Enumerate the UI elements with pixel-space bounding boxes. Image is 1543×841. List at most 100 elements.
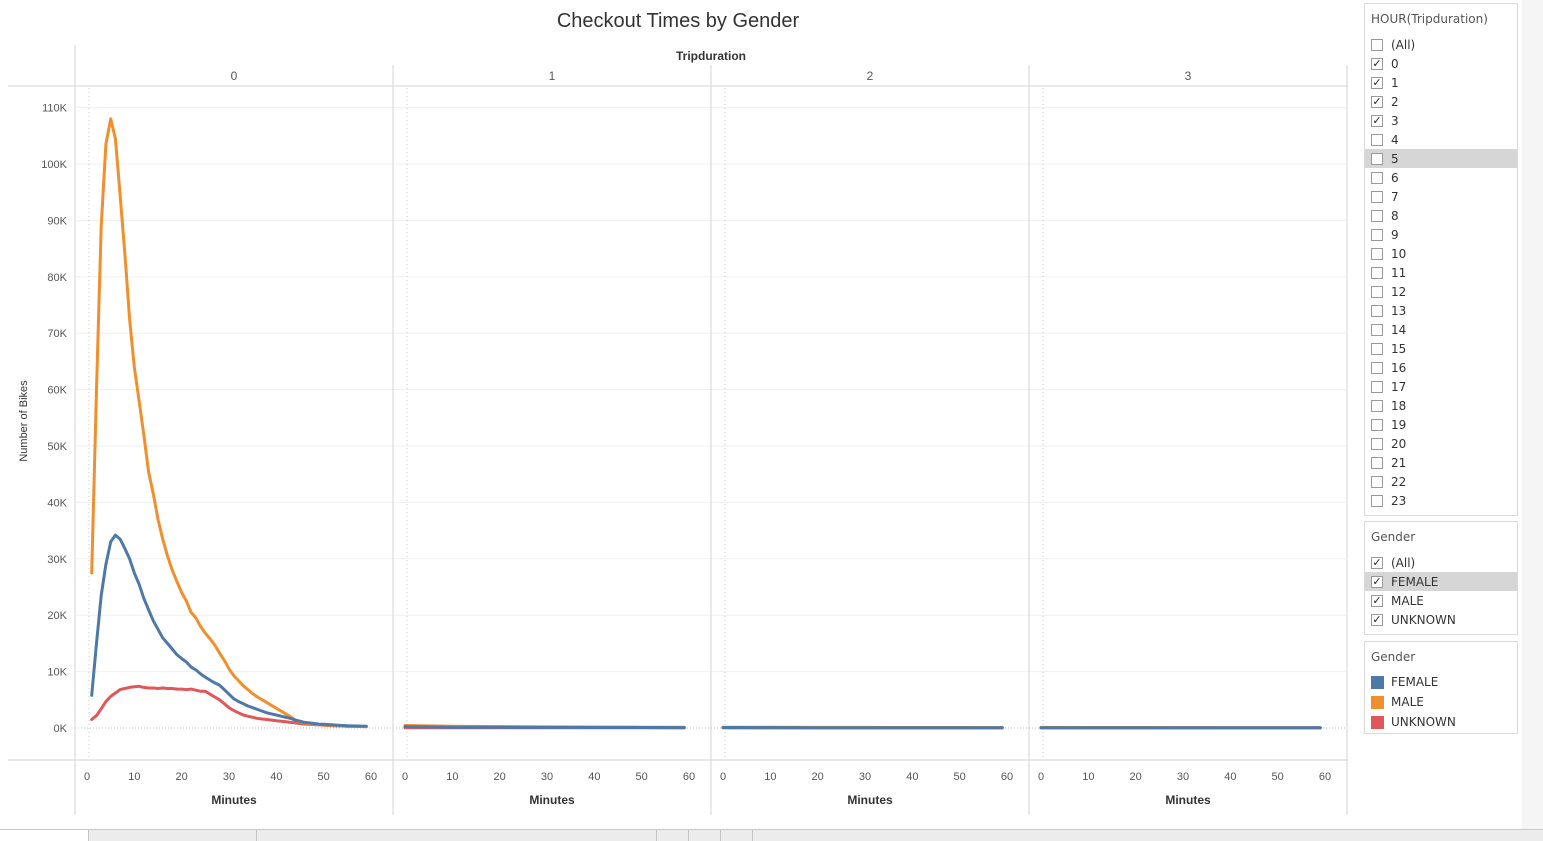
gender-filter-option[interactable]: ✓MALE: [1365, 591, 1517, 610]
chart-svg: Tripduration0K10K20K30K40K50K60K70K80K90…: [0, 0, 1356, 825]
checkbox-icon[interactable]: [1371, 324, 1383, 336]
checkbox-icon[interactable]: [1371, 305, 1383, 317]
hour-filter-option[interactable]: 12: [1365, 282, 1517, 301]
x-tick-label: 20: [812, 771, 824, 783]
checkbox-icon[interactable]: ✓: [1371, 614, 1383, 626]
checkbox-icon[interactable]: ✓: [1371, 58, 1383, 70]
hour-filter-option[interactable]: ✓1: [1365, 73, 1517, 92]
checkbox-icon[interactable]: [1371, 400, 1383, 412]
hour-filter-option[interactable]: 13: [1365, 301, 1517, 320]
y-tick-label: 50K: [47, 441, 67, 453]
x-tick-label: 60: [683, 771, 695, 783]
series-line-female-panel-1: [405, 727, 684, 728]
checkbox-icon[interactable]: [1371, 172, 1383, 184]
y-tick-label: 10K: [47, 667, 67, 679]
checkbox-icon[interactable]: ✓: [1371, 595, 1383, 607]
hour-filter-option-label: 19: [1391, 418, 1406, 432]
checkbox-icon[interactable]: ✓: [1371, 77, 1383, 89]
x-tick-label: 0: [402, 771, 408, 783]
checkbox-icon[interactable]: [1371, 343, 1383, 355]
vertical-scrollbar[interactable]: [1522, 0, 1543, 829]
x-tick-label: 20: [1130, 771, 1142, 783]
checkbox-icon[interactable]: [1371, 229, 1383, 241]
hour-filter-option[interactable]: 4: [1365, 130, 1517, 149]
gender-filter-option-label: (All): [1391, 556, 1415, 570]
checkbox-icon[interactable]: [1371, 153, 1383, 165]
y-axis-title: Number of Bikes: [18, 380, 30, 462]
y-tick-label: 110K: [42, 103, 68, 115]
gender-filter-list: ✓ (All) ✓FEMALE✓MALE✓UNKNOWN: [1365, 550, 1517, 629]
checkbox-icon[interactable]: [1371, 438, 1383, 450]
sheet-tab[interactable]: [720, 830, 753, 841]
x-tick-label: 60: [1001, 771, 1013, 783]
hour-filter-option[interactable]: (All): [1365, 35, 1517, 54]
y-tick-label: 60K: [47, 385, 67, 397]
hour-filter-option[interactable]: 11: [1365, 263, 1517, 282]
legend-item[interactable]: FEMALE: [1367, 672, 1517, 692]
series-line-male-panel-0: [92, 119, 367, 727]
checkbox-icon[interactable]: [1371, 362, 1383, 374]
checkbox-icon[interactable]: ✓: [1371, 557, 1383, 569]
hour-filter-option[interactable]: 21: [1365, 453, 1517, 472]
checkbox-icon[interactable]: [1371, 381, 1383, 393]
sheet-tab[interactable]: [256, 830, 657, 841]
x-tick-label: 40: [588, 771, 600, 783]
checkbox-icon[interactable]: [1371, 210, 1383, 222]
hour-filter-option-label: 3: [1391, 114, 1399, 128]
checkbox-icon[interactable]: [1371, 191, 1383, 203]
hour-filter-option[interactable]: ✓2: [1365, 92, 1517, 111]
checkbox-icon[interactable]: ✓: [1371, 115, 1383, 127]
hour-filter-option[interactable]: ✓0: [1365, 54, 1517, 73]
hour-filter-option[interactable]: 9: [1365, 225, 1517, 244]
hour-filter-option-label: 22: [1391, 475, 1406, 489]
hour-filter-option[interactable]: 14: [1365, 320, 1517, 339]
legend-item[interactable]: MALE: [1367, 692, 1517, 712]
hour-filter-option[interactable]: 18: [1365, 396, 1517, 415]
hour-filter-option[interactable]: 7: [1365, 187, 1517, 206]
x-tick-label: 30: [541, 771, 553, 783]
checkbox-icon[interactable]: [1371, 457, 1383, 469]
hour-filter-option[interactable]: 22: [1365, 472, 1517, 491]
hour-filter-option-label: 4: [1391, 133, 1399, 147]
checkbox-icon[interactable]: [1371, 495, 1383, 507]
checkbox-icon[interactable]: [1371, 267, 1383, 279]
checkbox-icon[interactable]: [1371, 286, 1383, 298]
checkbox-icon[interactable]: [1371, 134, 1383, 146]
x-tick-label: 50: [954, 771, 966, 783]
hour-filter-option[interactable]: 5: [1365, 149, 1517, 168]
x-tick-label: 30: [1177, 771, 1189, 783]
hour-filter-option-label: 18: [1391, 399, 1406, 413]
sheet-tab[interactable]: [88, 830, 257, 841]
sheet-tab[interactable]: [0, 830, 89, 841]
hour-filter-option-label: 8: [1391, 209, 1399, 223]
checkbox-icon[interactable]: ✓: [1371, 96, 1383, 108]
checkbox-icon[interactable]: [1371, 476, 1383, 488]
hour-filter-option[interactable]: 10: [1365, 244, 1517, 263]
hour-filter-option[interactable]: 16: [1365, 358, 1517, 377]
y-tick-label: 40K: [47, 497, 67, 509]
gender-filter-title: Gender: [1365, 522, 1517, 550]
hour-filter-option[interactable]: 8: [1365, 206, 1517, 225]
checkbox-icon[interactable]: [1371, 39, 1383, 51]
gender-filter-option[interactable]: ✓ (All): [1365, 553, 1517, 572]
legend-item[interactable]: UNKNOWN: [1367, 712, 1517, 732]
hour-filter-option-label: 7: [1391, 190, 1399, 204]
gender-filter-option[interactable]: ✓FEMALE: [1365, 572, 1517, 591]
hour-filter-option[interactable]: 19: [1365, 415, 1517, 434]
hour-filter-option[interactable]: 6: [1365, 168, 1517, 187]
checkbox-icon[interactable]: [1371, 419, 1383, 431]
sheet-tab[interactable]: [656, 830, 689, 841]
sheet-tab[interactable]: [688, 830, 721, 841]
hour-filter-option[interactable]: 23: [1365, 491, 1517, 510]
hour-filter-option[interactable]: 20: [1365, 434, 1517, 453]
hour-filter-option[interactable]: ✓3: [1365, 111, 1517, 130]
checkbox-icon[interactable]: ✓: [1371, 576, 1383, 588]
panel-header-label: 2: [867, 69, 874, 83]
hour-filter-option[interactable]: 17: [1365, 377, 1517, 396]
x-axis-title: Minutes: [847, 793, 893, 807]
checkbox-icon[interactable]: [1371, 248, 1383, 260]
gender-filter-option[interactable]: ✓UNKNOWN: [1365, 610, 1517, 629]
hour-filter-option[interactable]: 15: [1365, 339, 1517, 358]
